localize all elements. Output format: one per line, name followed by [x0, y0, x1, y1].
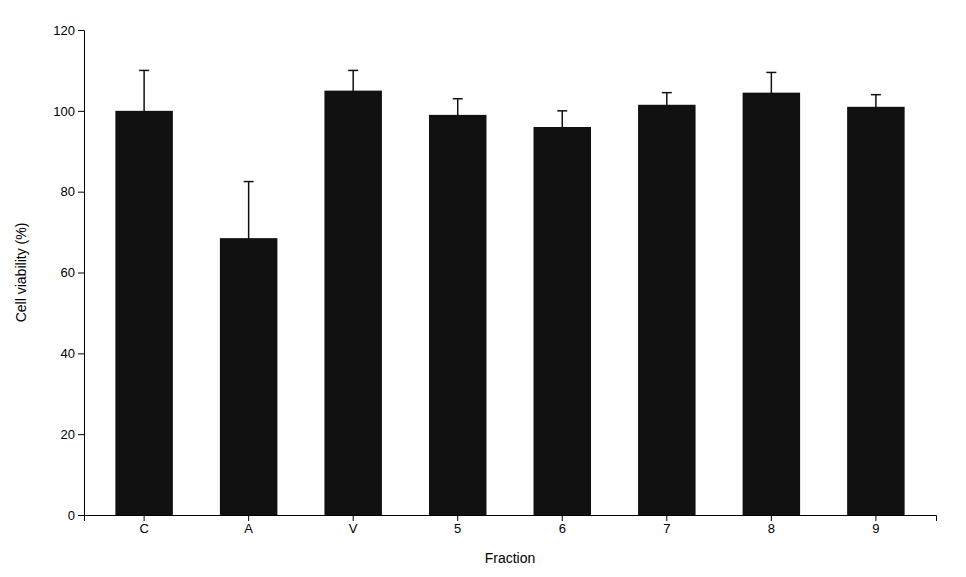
error-bar [766, 72, 776, 112]
x-axis: C A V 5 6 7 8 9 [85, 515, 937, 536]
tick-mark [78, 353, 84, 354]
error-cap [244, 181, 254, 183]
error-bar [871, 95, 881, 119]
tick-mark [78, 192, 84, 193]
error-line [875, 95, 877, 119]
x-axis-title: Fraction [485, 550, 536, 566]
error-line [352, 70, 354, 110]
error-cap [244, 294, 254, 296]
error-cap [453, 130, 463, 132]
error-cap [557, 110, 567, 112]
tick: V [349, 515, 358, 536]
error-line [457, 99, 459, 131]
chart: C A V 5 6 7 8 9 0 20 40 60 80 100 120 Fraction Cell viab… [0, 0, 966, 577]
error-cap [139, 70, 149, 72]
error-line [562, 111, 564, 143]
error-cap [766, 112, 776, 114]
error-bar [139, 70, 149, 151]
tick-mark [78, 434, 84, 435]
error-bar [557, 111, 567, 143]
tick-mark [144, 515, 145, 521]
bar [534, 127, 591, 515]
bar [429, 115, 486, 515]
tick-label: 7 [663, 521, 670, 536]
tick: 120 [53, 23, 84, 38]
tick-label: C [139, 521, 148, 536]
error-line [666, 93, 668, 117]
tick: 9 [872, 515, 879, 536]
error-cap [871, 94, 881, 96]
tick-label: 120 [53, 23, 75, 38]
tick-label: 8 [768, 521, 775, 536]
tick-label: 80 [61, 184, 75, 199]
error-cap [766, 72, 776, 74]
tick: 40 [61, 346, 84, 361]
tick: 7 [663, 515, 670, 536]
tick-mark [457, 515, 458, 521]
bar [638, 105, 695, 515]
tick-mark [771, 515, 772, 521]
tick-mark [78, 30, 84, 31]
error-bar [244, 182, 254, 295]
tick: 60 [61, 265, 84, 280]
axis-line [78, 31, 85, 516]
bar [743, 93, 800, 515]
tick-label: 60 [61, 265, 75, 280]
tick: C [139, 515, 148, 536]
tick-label: 5 [454, 521, 461, 536]
tick: 80 [61, 184, 84, 199]
tick-mark [353, 515, 354, 521]
error-cap [453, 98, 463, 100]
tick-mark [78, 111, 84, 112]
bar [115, 111, 172, 515]
error-cap [557, 142, 567, 144]
tick-label: 0 [68, 508, 75, 523]
tick-mark [562, 515, 563, 521]
error-cap [662, 92, 672, 94]
plot: C A V 5 6 7 8 9 0 20 40 60 80 100 120 Fraction Cell viab… [13, 23, 937, 566]
tick: 100 [53, 103, 84, 118]
error-bar [453, 99, 463, 131]
error-line [248, 182, 250, 295]
axis-line [85, 516, 937, 522]
error-cap [139, 151, 149, 153]
error-bar [348, 70, 358, 110]
tick-label: A [244, 521, 253, 536]
tick: 20 [61, 427, 84, 442]
error-bar [662, 93, 672, 117]
tick: A [244, 515, 253, 536]
tick: 0 [68, 508, 84, 523]
tick-label: 20 [61, 427, 75, 442]
tick-mark [666, 515, 667, 521]
tick-mark [248, 515, 249, 521]
tick: 8 [768, 515, 775, 536]
marks [115, 70, 904, 515]
tick-label: V [349, 521, 358, 536]
y-axis-title: Cell viability (%) [13, 223, 29, 323]
tick-label: 40 [61, 346, 75, 361]
tick-label: 100 [53, 103, 75, 118]
error-cap [871, 118, 881, 120]
tick-label: 9 [872, 521, 879, 536]
error-line [771, 72, 773, 112]
tick: 6 [559, 515, 566, 536]
error-cap [348, 70, 358, 72]
y-axis: 0 20 40 60 80 100 120 [53, 23, 84, 523]
tick-mark [78, 273, 84, 274]
tick: 5 [454, 515, 461, 536]
bar [324, 91, 381, 515]
error-cap [662, 116, 672, 118]
tick-mark [78, 515, 84, 516]
error-cap [348, 110, 358, 112]
bar [847, 107, 904, 515]
tick-label: 6 [559, 521, 566, 536]
error-line [143, 70, 145, 151]
tick-mark [875, 515, 876, 521]
